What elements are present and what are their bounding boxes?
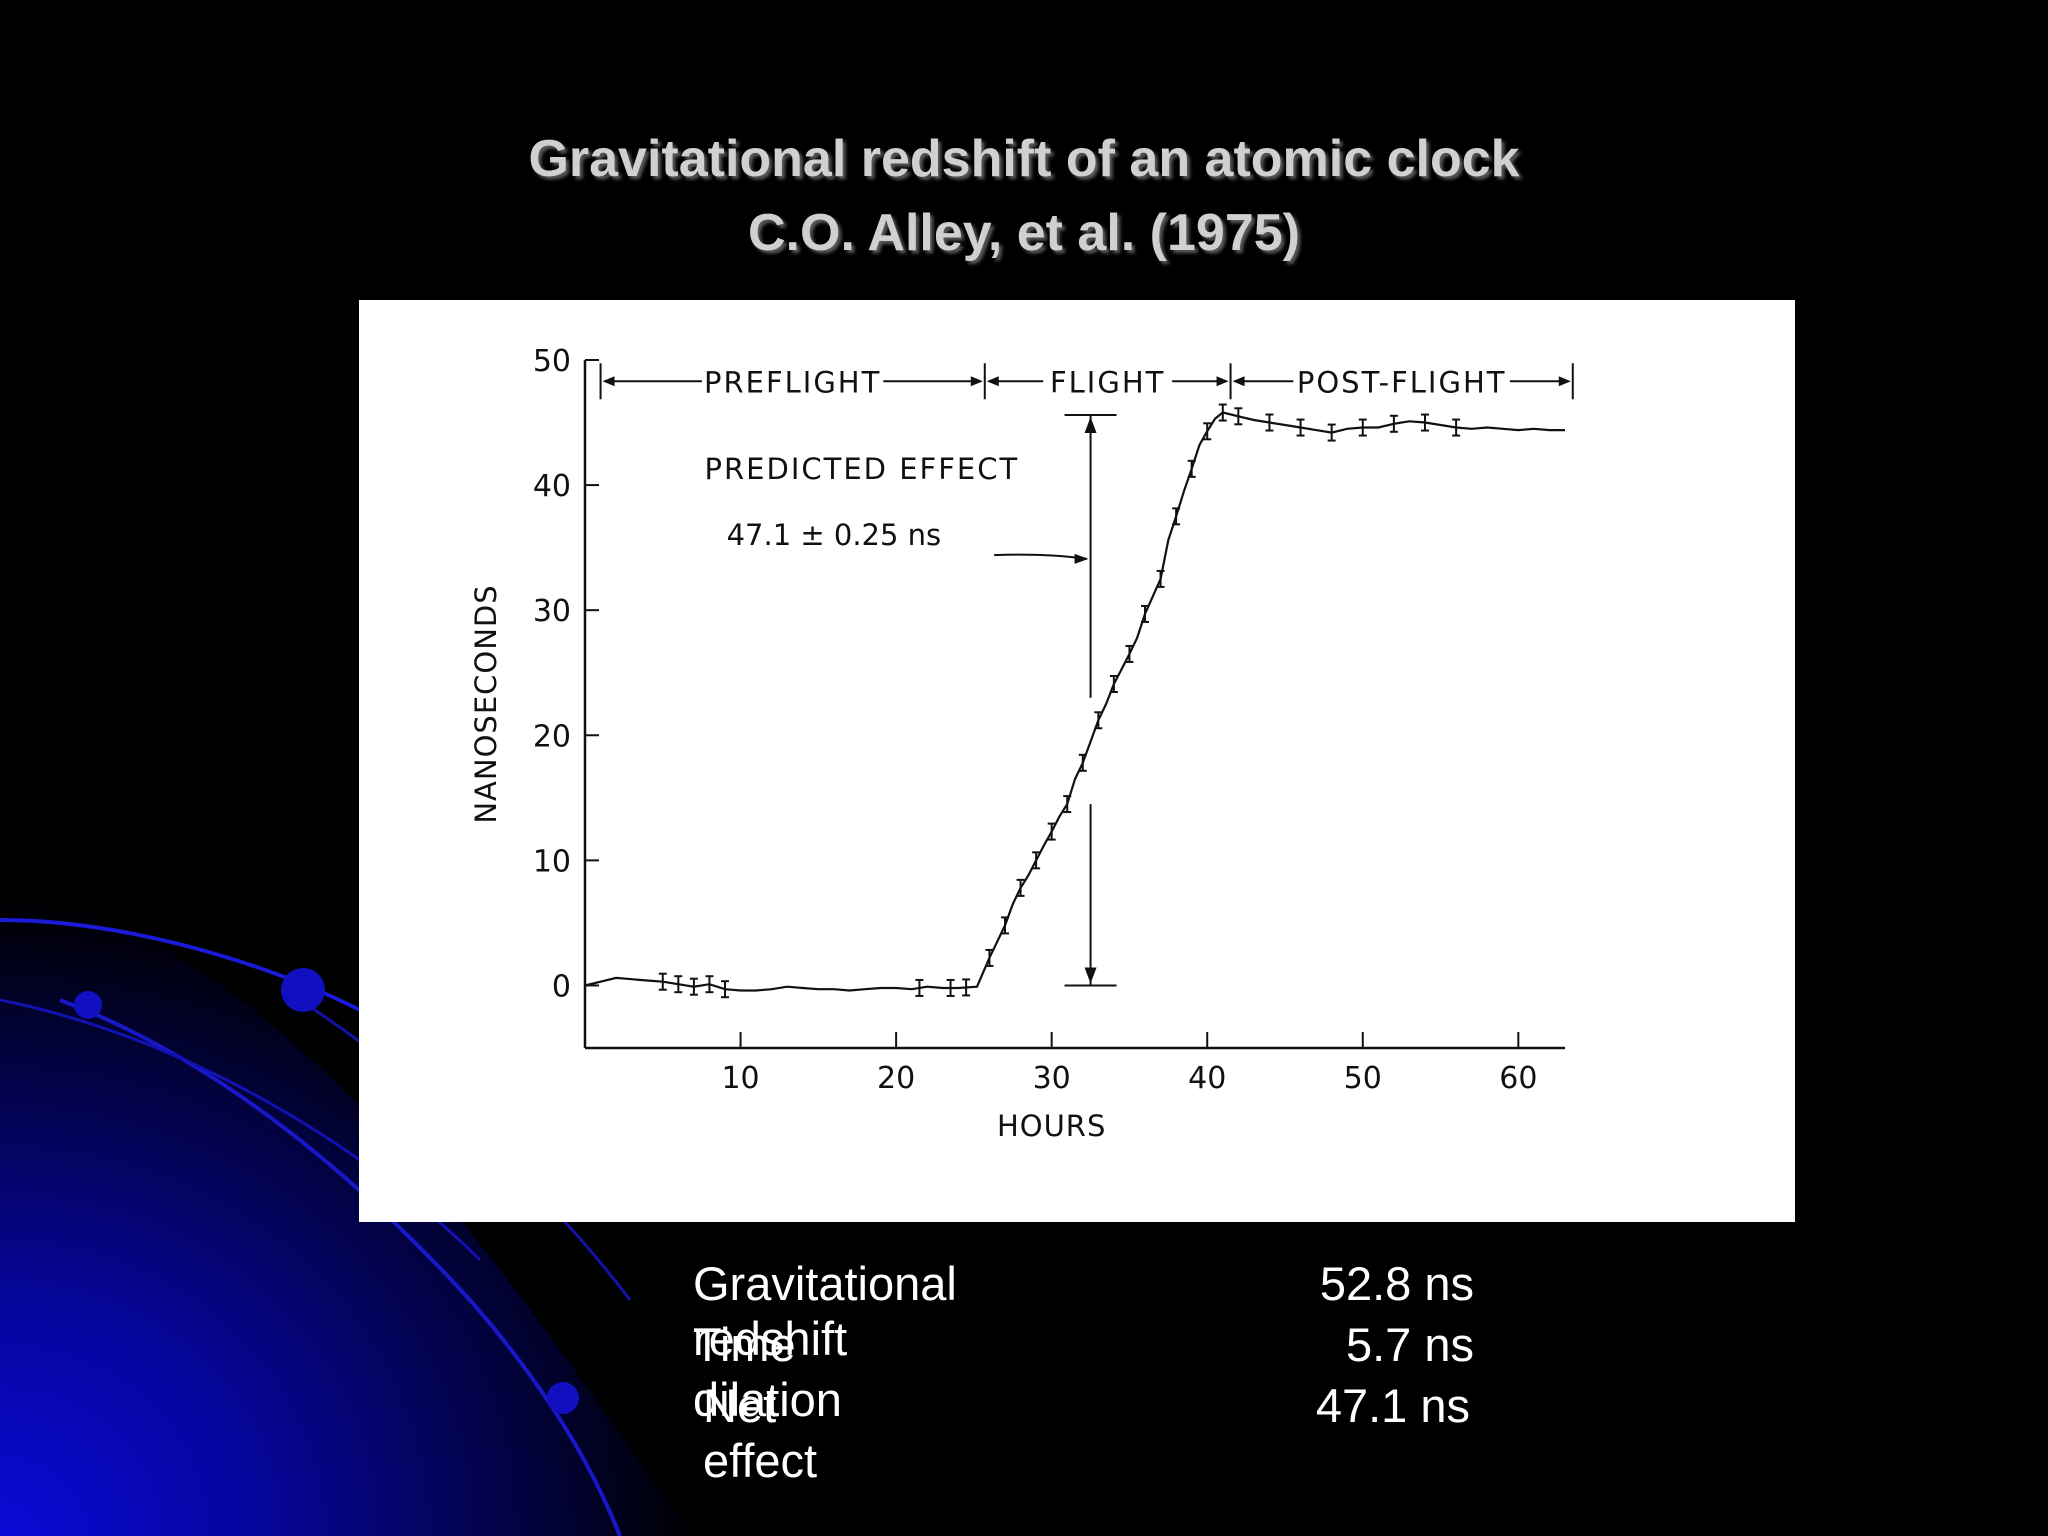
error-bar <box>962 978 971 997</box>
phase-arrow-head <box>1216 376 1229 387</box>
error-bar <box>1063 795 1072 814</box>
x-tick-label: 40 <box>1188 1061 1226 1096</box>
error-bar <box>721 980 729 999</box>
y-axis-label: NANOSECONDS <box>469 584 503 823</box>
y-tick-label: 40 <box>533 469 571 504</box>
error-bar <box>1389 414 1398 433</box>
error-bar <box>1265 413 1274 432</box>
error-bar <box>946 978 955 997</box>
error-bar <box>689 977 698 996</box>
slide-title-line2: C.O. Alley, et al. (1975) <box>748 204 1300 262</box>
phase-arrow-head <box>1232 376 1245 387</box>
error-bar <box>915 978 924 997</box>
error-bar <box>1203 422 1212 441</box>
summary-label-dilation: Time dilation <box>693 1318 842 1426</box>
error-bar <box>1234 407 1243 426</box>
summary-value-net: 47.1 ns <box>1315 1379 1470 1432</box>
phase-arrow-head <box>970 376 983 387</box>
error-bar <box>1172 507 1181 526</box>
y-tick-label: 10 <box>533 844 571 879</box>
x-tick-label: 60 <box>1499 1061 1537 1096</box>
error-bar <box>1109 674 1118 693</box>
x-tick-label: 50 <box>1344 1061 1382 1096</box>
chart-panel: 0 10 20 30 40 50 10 20 30 40 50 60 HOURS NANOSECONDS P… <box>359 300 1795 1222</box>
y-tick-label: 30 <box>533 594 571 629</box>
error-bar <box>658 972 667 991</box>
error-bar <box>674 975 683 994</box>
x-tick-label: 20 <box>877 1061 915 1096</box>
error-bar <box>1218 403 1227 422</box>
error-bar <box>1141 604 1149 623</box>
annotation-pointer-line <box>994 553 1087 560</box>
error-bar <box>1047 822 1056 841</box>
summary-label-net: Net effect <box>703 1379 818 1487</box>
x-tick-label: 30 <box>1033 1061 1071 1096</box>
clock-offset-chart: 0 10 20 30 40 50 10 20 30 40 50 60 HOURS NANOSECONDS P… <box>469 344 1574 1143</box>
phase-label: PREFLIGHT <box>704 365 881 399</box>
error-bar <box>1358 418 1367 437</box>
summary-value-redshift: 52.8 ns <box>1319 1257 1474 1310</box>
summary-label-redshift: Gravitational redshift <box>693 1257 957 1365</box>
error-bar <box>1187 459 1196 478</box>
error-bar <box>1001 916 1009 935</box>
annotation-pointer-head <box>1074 553 1089 564</box>
phase-arrow-head <box>986 376 999 387</box>
error-bar <box>1452 418 1461 437</box>
data-series-line <box>584 411 1565 992</box>
phase-label: FLIGHT <box>1050 365 1165 399</box>
x-axis-label: HOURS <box>997 1109 1106 1143</box>
error-bar <box>1125 644 1134 663</box>
phase-arrow-head <box>602 376 615 387</box>
x-tick-label: 10 <box>721 1061 759 1096</box>
phase-label: POST-FLIGHT <box>1297 365 1507 399</box>
y-tick-label: 0 <box>552 969 571 1004</box>
y-tick-label: 50 <box>533 344 571 379</box>
error-bar <box>985 948 994 967</box>
error-bar <box>1094 711 1103 730</box>
summary-value-dilation: 5.7 ns <box>1345 1318 1474 1371</box>
error-bar <box>1156 569 1165 588</box>
slide-title: Gravitational redshift of an atomic cloc… <box>0 122 2048 270</box>
error-bar <box>1421 413 1429 432</box>
annotation-value: 47.1 ± 0.25 ns <box>727 518 942 552</box>
slide-title-line1: Gravitational redshift of an atomic cloc… <box>528 130 1520 188</box>
error-bar <box>1296 418 1305 437</box>
error-bar <box>1078 753 1087 772</box>
error-bar <box>705 975 714 994</box>
annotation-arrow-head-down <box>1084 967 1097 984</box>
annotation-arrow-head-up <box>1084 417 1097 434</box>
error-bar <box>1032 851 1041 870</box>
phase-arrow-head <box>1558 376 1571 387</box>
error-bar <box>1327 423 1336 442</box>
error-bar <box>1016 878 1025 897</box>
y-tick-label: 20 <box>533 719 571 754</box>
annotation-label: PREDICTED EFFECT <box>705 452 1020 486</box>
